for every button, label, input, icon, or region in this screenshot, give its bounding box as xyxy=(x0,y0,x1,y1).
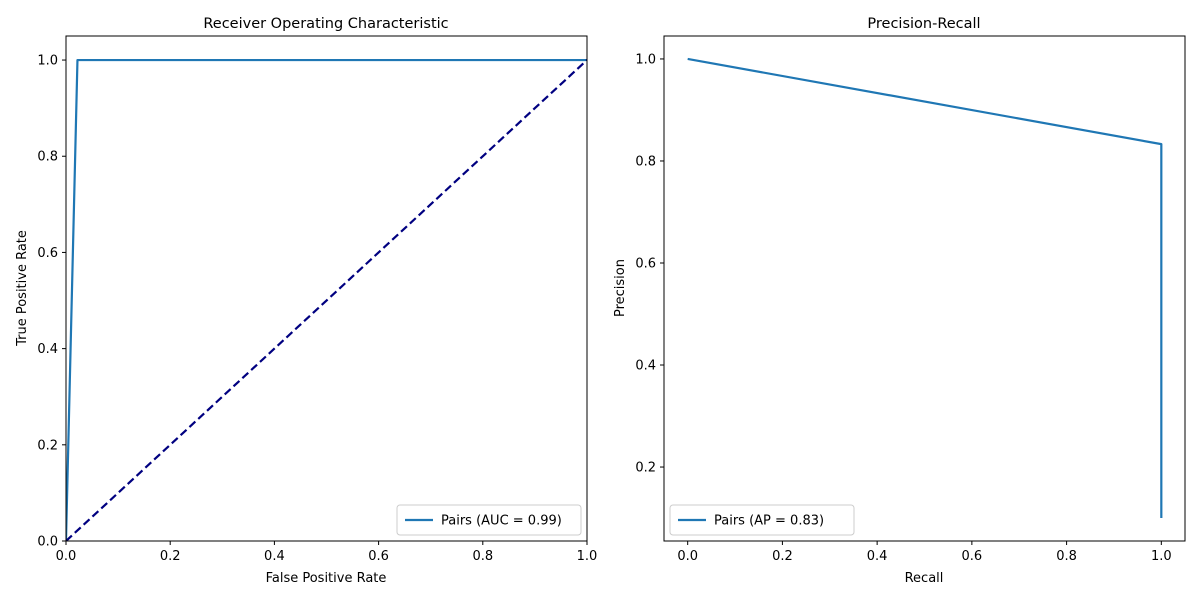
chart-title: Receiver Operating Characteristic xyxy=(203,16,448,32)
y-tick-label: 0.2 xyxy=(635,461,656,476)
legend-box xyxy=(669,504,855,536)
x-tick-label: 0.8 xyxy=(1056,549,1077,564)
roc-plot-area xyxy=(65,35,588,542)
x-tick-label: 1.0 xyxy=(1151,549,1172,564)
diagonal-reference-line xyxy=(66,59,587,541)
pr-x-axis: 0.0 0.2 0.4 0.6 0.8 1.0 xyxy=(677,541,1172,564)
x-tick-label: 0.2 xyxy=(160,549,181,564)
series-group xyxy=(66,58,587,541)
roc-x-axis: 0.0 0.2 0.4 0.6 0.8 1.0 xyxy=(56,541,598,564)
y-tick-label: 0.6 xyxy=(635,256,656,271)
y-tick-label: 0.8 xyxy=(37,150,58,165)
series-group xyxy=(687,57,1163,519)
pr-y-axis: 0.2 0.4 0.6 0.8 1.0 xyxy=(635,52,664,476)
y-tick-label: 1.0 xyxy=(37,54,58,69)
x-tick-label: 0.0 xyxy=(56,549,77,564)
y-tick-label: 0.4 xyxy=(37,342,58,357)
legend-label: Pairs (AUC = 0.99) xyxy=(441,514,562,529)
y-axis-label: Precision xyxy=(613,259,628,317)
x-axis-label: Recall xyxy=(905,571,944,586)
x-tick-label: 0.4 xyxy=(867,549,888,564)
roc-chart: Receiver Operating Characteristic 0.0 0.2… xyxy=(15,16,597,586)
x-axis-label: False Positive Rate xyxy=(266,571,387,586)
y-tick-label: 0.8 xyxy=(635,154,656,169)
x-tick-label: 1.0 xyxy=(577,549,598,564)
axes-frame xyxy=(663,35,1186,542)
axes-frame xyxy=(65,35,588,542)
series-line-0 xyxy=(66,58,587,541)
legend-label: Pairs (AP = 0.83) xyxy=(714,514,824,529)
y-tick-label: 0.0 xyxy=(37,535,58,550)
x-tick-label: 0.4 xyxy=(264,549,285,564)
pr-plot-area xyxy=(663,35,1186,542)
roc-legend: Pairs (AUC = 0.99) xyxy=(396,504,582,536)
y-tick-label: 0.4 xyxy=(635,359,656,374)
y-tick-label: 0.6 xyxy=(37,246,58,261)
x-tick-label: 0.8 xyxy=(472,549,493,564)
y-tick-label: 1.0 xyxy=(635,52,656,67)
roc-y-axis: 0.0 0.2 0.4 0.6 0.8 1.0 xyxy=(37,54,66,550)
x-tick-label: 0.0 xyxy=(677,549,698,564)
precision-recall-chart: Precision-Recall 0.0 0.2 0.4 0.6 0.8 1.0 0.20… xyxy=(613,16,1186,586)
series-line-0 xyxy=(687,57,1163,519)
x-tick-label: 0.2 xyxy=(772,549,793,564)
legend-box xyxy=(396,504,582,536)
x-tick-label: 0.6 xyxy=(962,549,983,564)
x-tick-label: 0.6 xyxy=(368,549,389,564)
y-tick-label: 0.2 xyxy=(37,438,58,453)
y-axis-label: True Positive Rate xyxy=(15,230,30,347)
pr-legend: Pairs (AP = 0.83) xyxy=(669,504,855,536)
chart-title: Precision-Recall xyxy=(867,16,980,32)
